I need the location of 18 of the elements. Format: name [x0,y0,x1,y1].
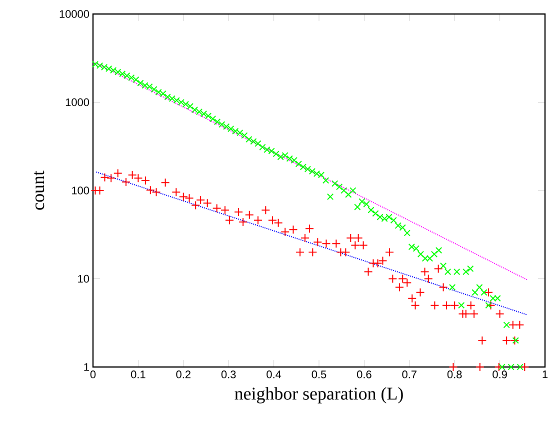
x-axis-title: neighbor separation (L) [234,387,403,404]
y-tick-label: 10 [78,274,90,283]
x-tick-label: 0.2 [176,370,190,378]
y-tick-label: 1 [84,363,89,371]
y-axis-title: count [34,170,44,210]
x-tick-label: 0.3 [221,370,236,378]
x-tick-label: 0.4 [266,370,282,378]
x-tick-label: 0.7 [402,370,416,378]
x-tick-label: 0.5 [312,370,326,378]
x-tick-label: 0.9 [492,370,507,378]
x-tick-label: 0 [90,370,96,378]
x-tick-label: 0.8 [447,370,462,378]
x-tick-label: 0.6 [357,370,372,378]
y-tick-label: 1000 [66,98,90,106]
x-tick-label: 0.1 [131,370,146,378]
x-tick-label: 1 [542,370,548,378]
y-tick-label: 100 [72,186,90,194]
y-tick-label: 10000 [60,10,90,18]
